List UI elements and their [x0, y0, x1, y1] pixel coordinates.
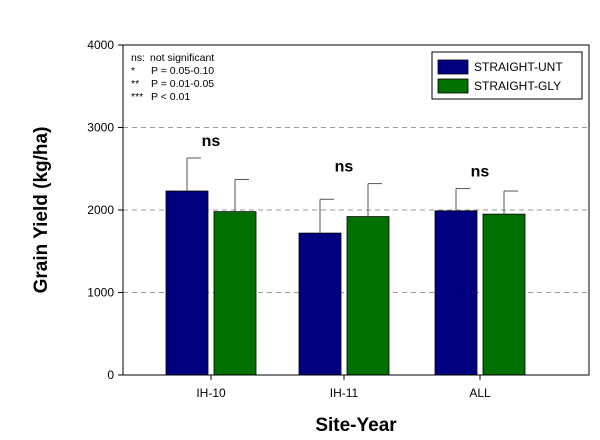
bars: [165, 190, 526, 376]
y-tick-label-1000: 1000: [87, 286, 114, 300]
note-mark-3: ***: [131, 91, 143, 103]
bar-straight-gly-1: [346, 216, 390, 376]
sig-label-2: ns: [471, 164, 490, 181]
note-text-0: not significant: [150, 52, 214, 64]
note-mark-0: ns:: [131, 52, 145, 64]
legend-label-1: STRAIGHT-GLY: [474, 79, 561, 93]
sig-label-1: ns: [335, 159, 354, 176]
bar-straight-gly-0: [213, 211, 257, 376]
y-tick-label-2000: 2000: [87, 203, 114, 217]
note-text-3: P < 0.01: [151, 91, 190, 103]
bar-straight-gly-2: [482, 213, 526, 376]
significance-notes: ns: not significant * P = 0.05-0.10 ** P = 0.…: [131, 52, 214, 103]
legend-label-0: STRAIGHT-UNT: [474, 60, 563, 74]
y-tick-label-3000: 3000: [87, 121, 114, 135]
x-axis-title: Site-Year: [315, 415, 397, 436]
x-tick-label-all: ALL: [469, 386, 491, 400]
error-bars: [186, 157, 518, 234]
note-text-1: P = 0.05-0.10: [151, 65, 214, 77]
note-text-2: P = 0.01-0.05: [151, 78, 214, 90]
legend: STRAIGHT-UNT STRAIGHT-GLY: [431, 51, 583, 100]
note-mark-1: *: [131, 65, 135, 77]
bar-straight-unt-2: [434, 210, 478, 376]
sig-label-0: ns: [202, 133, 221, 150]
bar-straight-unt-1: [298, 232, 342, 376]
note-mark-2: **: [131, 78, 139, 90]
legend-swatch-0: [437, 59, 469, 75]
significance-labels: ns ns ns: [202, 133, 490, 181]
bar-straight-unt-0: [165, 190, 209, 376]
y-axis-title: Grain Yield (kg/ha): [31, 127, 52, 294]
axes: 0 1000 2000 3000 4000 IH-10 IH-11 ALL: [87, 38, 491, 400]
x-tick-label-ih-11: IH-11: [330, 386, 359, 400]
y-tick-label-0: 0: [107, 368, 114, 382]
legend-swatch-1: [437, 78, 469, 94]
y-tick-label-4000: 4000: [87, 38, 114, 52]
x-tick-label-ih-10: IH-10: [196, 386, 226, 400]
